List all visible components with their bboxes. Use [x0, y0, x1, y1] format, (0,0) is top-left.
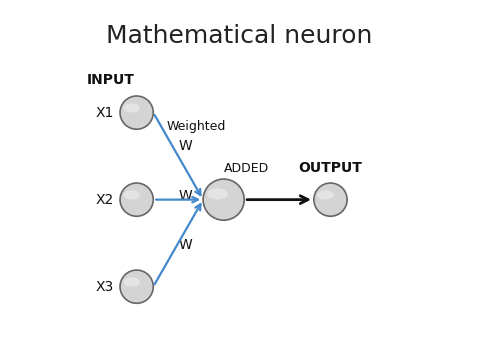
Text: Weighted: Weighted	[166, 120, 226, 133]
Ellipse shape	[124, 277, 140, 287]
Text: W: W	[178, 189, 192, 204]
Ellipse shape	[120, 183, 153, 216]
Text: Mathematical neuron: Mathematical neuron	[106, 24, 373, 48]
Text: W: W	[178, 139, 192, 153]
Ellipse shape	[203, 179, 244, 220]
Text: OUTPUT: OUTPUT	[298, 161, 363, 175]
Ellipse shape	[120, 270, 153, 303]
Ellipse shape	[124, 190, 140, 199]
Text: X1: X1	[96, 106, 114, 120]
Text: ADDED: ADDED	[224, 162, 269, 175]
Text: INPUT: INPUT	[87, 73, 135, 87]
Text: W: W	[178, 238, 192, 252]
Ellipse shape	[120, 96, 153, 129]
Ellipse shape	[124, 104, 140, 112]
Ellipse shape	[314, 183, 347, 216]
Text: X2: X2	[96, 193, 114, 207]
Ellipse shape	[207, 188, 228, 199]
Text: X3: X3	[96, 280, 114, 294]
Ellipse shape	[317, 190, 334, 199]
